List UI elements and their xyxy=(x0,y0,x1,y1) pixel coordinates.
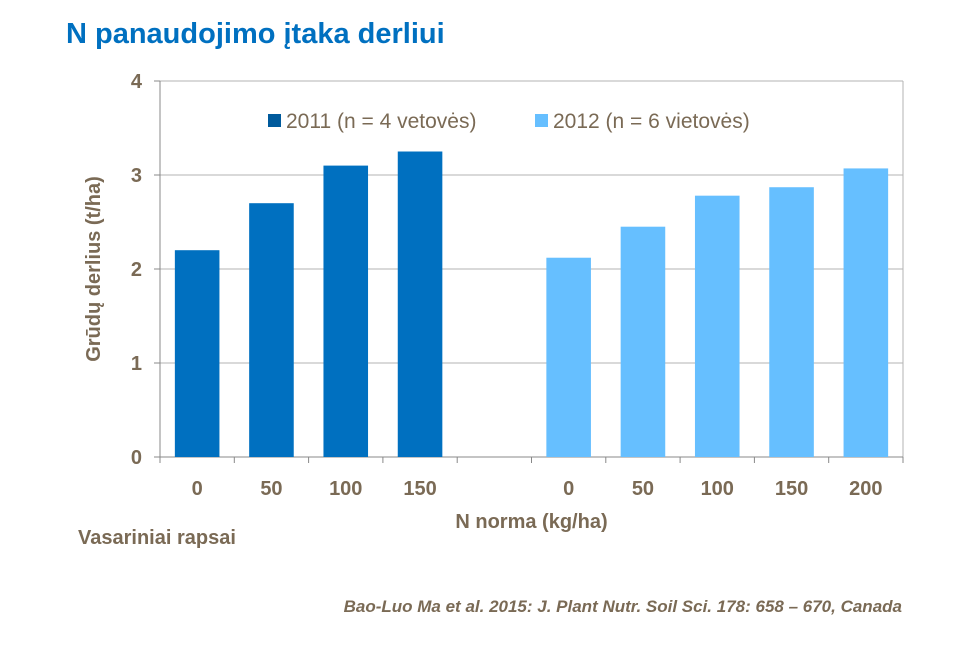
x-tick-label: 100 xyxy=(701,478,734,500)
bar-2012 xyxy=(620,226,666,457)
x-tick-label: 150 xyxy=(403,478,436,500)
legend-swatch xyxy=(268,114,281,127)
y-tick-label: 4 xyxy=(131,71,143,93)
bar-2012 xyxy=(694,195,740,457)
legend-swatch xyxy=(535,114,548,127)
slide-title: N panaudojimo įtaka derliui xyxy=(66,18,445,50)
y-tick-label: 3 xyxy=(131,165,142,187)
bar-2011 xyxy=(174,250,220,457)
y-tick-label: 0 xyxy=(131,447,142,469)
x-tick-label: 0 xyxy=(563,478,574,500)
bar-2011 xyxy=(397,151,443,457)
bar-2011 xyxy=(323,165,369,457)
x-tick-label: 50 xyxy=(632,478,654,500)
y-axis-title: Grūdų derlius (t/ha) xyxy=(83,176,105,362)
x-tick-label: 200 xyxy=(849,478,882,500)
x-tick-label: 50 xyxy=(260,478,282,500)
y-tick-label: 2 xyxy=(131,259,142,281)
x-tick-label: 0 xyxy=(192,478,203,500)
legend-label: 2012 (n = 6 vietovės) xyxy=(553,110,750,133)
crop-label: Vasariniai rapsai xyxy=(78,527,236,549)
bar-2012 xyxy=(546,257,591,457)
bar-2011 xyxy=(249,203,294,457)
x-tick-label: 150 xyxy=(775,478,808,500)
y-tick-label: 1 xyxy=(131,353,142,375)
citation: Bao-Luo Ma et al. 2015: J. Plant Nutr. S… xyxy=(343,597,902,616)
bar-2012 xyxy=(843,168,889,458)
legend-label: 2011 (n = 4 vetovės) xyxy=(286,110,476,133)
x-axis-title: N norma (kg/ha) xyxy=(455,511,607,533)
bar-2012 xyxy=(769,187,814,457)
x-tick-label: 100 xyxy=(329,478,362,500)
